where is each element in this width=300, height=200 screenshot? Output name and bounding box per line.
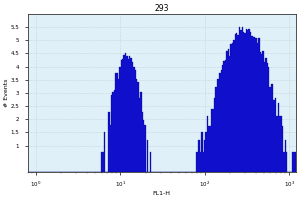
X-axis label: FL1-H: FL1-H [153, 191, 171, 196]
Title: 293: 293 [154, 4, 169, 13]
Y-axis label: # Events: # Events [4, 79, 9, 107]
